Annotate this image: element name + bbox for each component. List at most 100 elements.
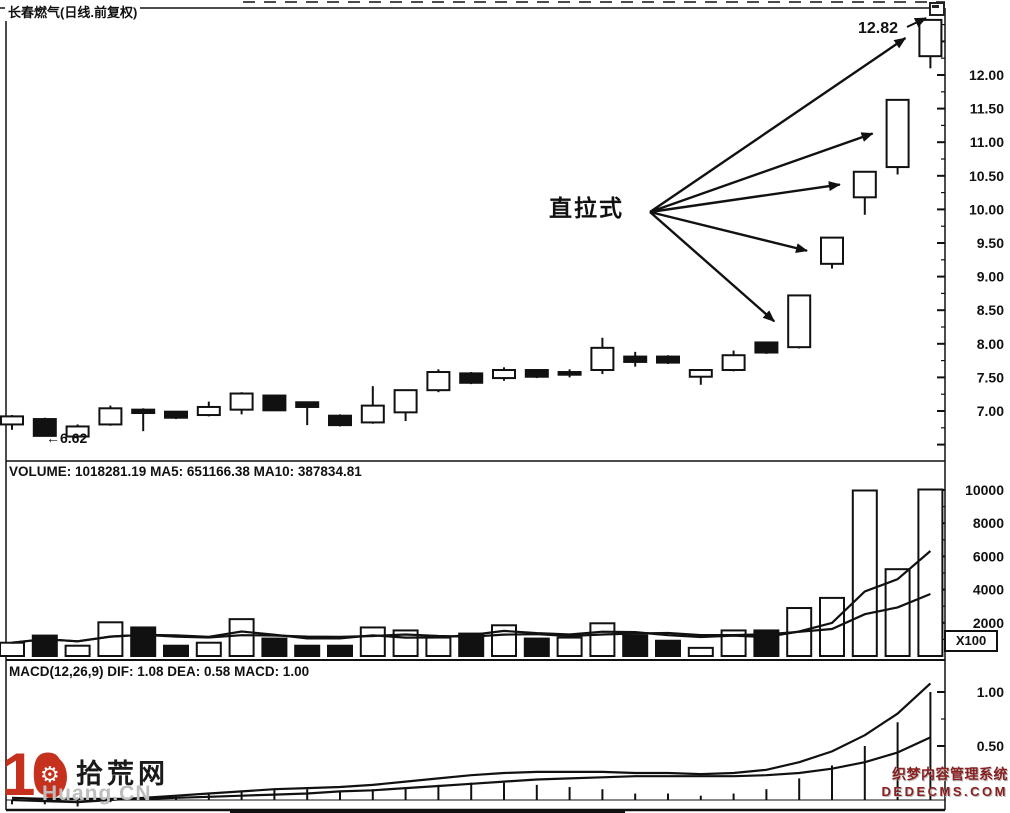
macd-series [11, 682, 932, 807]
price-axis-label: 12.00 [969, 67, 1004, 83]
pattern-arrow [649, 132, 874, 214]
candlestick-series [0, 18, 943, 438]
volume-bar [917, 488, 944, 658]
macd-dea-line [11, 736, 931, 801]
price-axis-label: 11.50 [970, 101, 1004, 117]
volume-axis-label: 8000 [973, 515, 1004, 531]
candle [459, 372, 484, 384]
window-icon[interactable] [929, 2, 945, 16]
macd-axis-label: 0.50 [977, 738, 1004, 754]
low-price-annotation: ←6.62 [46, 430, 88, 446]
candle [262, 394, 287, 412]
candle [229, 392, 254, 411]
price-axis-label: 9.00 [977, 269, 1004, 285]
candle [328, 414, 352, 427]
candle [557, 371, 582, 376]
volume-bar [130, 626, 157, 657]
candle [754, 341, 779, 354]
volume-axis-label: 10000 [965, 482, 1004, 498]
price-axis-label: 9.50 [977, 235, 1004, 251]
volume-bar [294, 644, 321, 658]
watermark-left: 10 ⚙ 拾荒网 Huang.CN [0, 741, 180, 813]
price-axis-label: 11.00 [970, 134, 1004, 150]
volume-bar [327, 644, 353, 658]
window-icon-bar [932, 5, 939, 8]
volume-bar [261, 637, 288, 658]
candle [492, 369, 516, 380]
volume-bar [163, 644, 189, 658]
volume-axis-label: 6000 [973, 548, 1004, 564]
watermark-cms-url: DEDECMS.COM [881, 784, 1008, 799]
volume-ma10-line [11, 592, 931, 644]
macd-dif-line [11, 682, 932, 804]
pattern-arrow [649, 37, 907, 213]
price-axis-label: 10.50 [969, 168, 1004, 184]
candle [426, 371, 451, 392]
peak-price-arrow [906, 17, 927, 28]
volume-axis-label: 4000 [973, 582, 1004, 598]
candle [590, 346, 615, 372]
price-axis-label: 7.50 [977, 369, 1004, 385]
volume-bar [359, 626, 386, 657]
macd-header: MACD(12,26,9) DIF: 1.08 DEA: 0.58 MACD: … [9, 664, 310, 679]
candle [0, 415, 24, 426]
price-axis-label: 10.00 [969, 201, 1004, 217]
volume-bar [425, 636, 452, 657]
volume-unit-badge: X100 [944, 630, 998, 652]
chart-title: 长春燃气(日线.前复权) [5, 2, 141, 21]
volume-bar [228, 618, 255, 658]
volume-bar [64, 644, 91, 658]
volume-bar [0, 641, 25, 657]
price-axis-label: 8.00 [977, 336, 1004, 352]
candle [852, 170, 877, 199]
candle [820, 236, 844, 265]
price-axis-label: 7.00 [977, 403, 1004, 419]
candle [918, 18, 943, 58]
volume-bar [523, 637, 550, 658]
candle [65, 425, 90, 438]
candle [98, 407, 123, 426]
gear-icon: ⚙ [40, 762, 60, 787]
candle [393, 389, 418, 414]
volume-bar [851, 489, 878, 657]
volume-bar [195, 641, 222, 657]
volume-bar [589, 622, 616, 657]
volume-bar [556, 636, 583, 657]
candle [196, 405, 221, 417]
watermark-cms-name: 织梦内容管理系统 [892, 766, 1008, 782]
panel-frame [0, 1, 946, 813]
candle [688, 369, 713, 378]
volume-bar [655, 639, 681, 658]
volume-header: VOLUME: 1018281.19 MA5: 651166.38 MA10: … [9, 464, 362, 479]
watermark-site-name: 拾荒网 [76, 759, 169, 789]
candle [787, 294, 812, 349]
candle [885, 98, 910, 169]
peak-price-annotation: 12.82 [858, 20, 899, 37]
volume-bar [687, 646, 714, 658]
volume-series [0, 488, 944, 658]
price-axis-label: 8.50 [977, 302, 1004, 318]
candle [623, 355, 648, 363]
pattern-arrow [649, 210, 808, 253]
candle [164, 410, 188, 419]
annotation-arrows [649, 17, 927, 323]
candle [524, 369, 549, 378]
candle [131, 408, 156, 415]
macd-axis-label: 1.00 [977, 684, 1004, 700]
volume-bar [97, 621, 124, 657]
volume-bar [819, 596, 845, 658]
candle [721, 354, 746, 372]
candle [295, 401, 320, 408]
axis-labels: 12.00 11.50 11.00 10.50 10.00 9.50 9.00 8.50 8.0… [965, 67, 1004, 754]
pattern-arrow [649, 181, 841, 214]
watermark-right: 织梦内容管理系统 DEDECMS.COM [872, 764, 1008, 799]
candle [656, 355, 680, 364]
pattern-annotation: 直拉式 [549, 195, 624, 221]
volume-bar [622, 634, 649, 657]
candle [360, 404, 385, 424]
volume-axis-label: 2000 [973, 615, 1004, 631]
watermark-site-url: Huang.CN [42, 782, 152, 805]
candle [32, 418, 57, 437]
